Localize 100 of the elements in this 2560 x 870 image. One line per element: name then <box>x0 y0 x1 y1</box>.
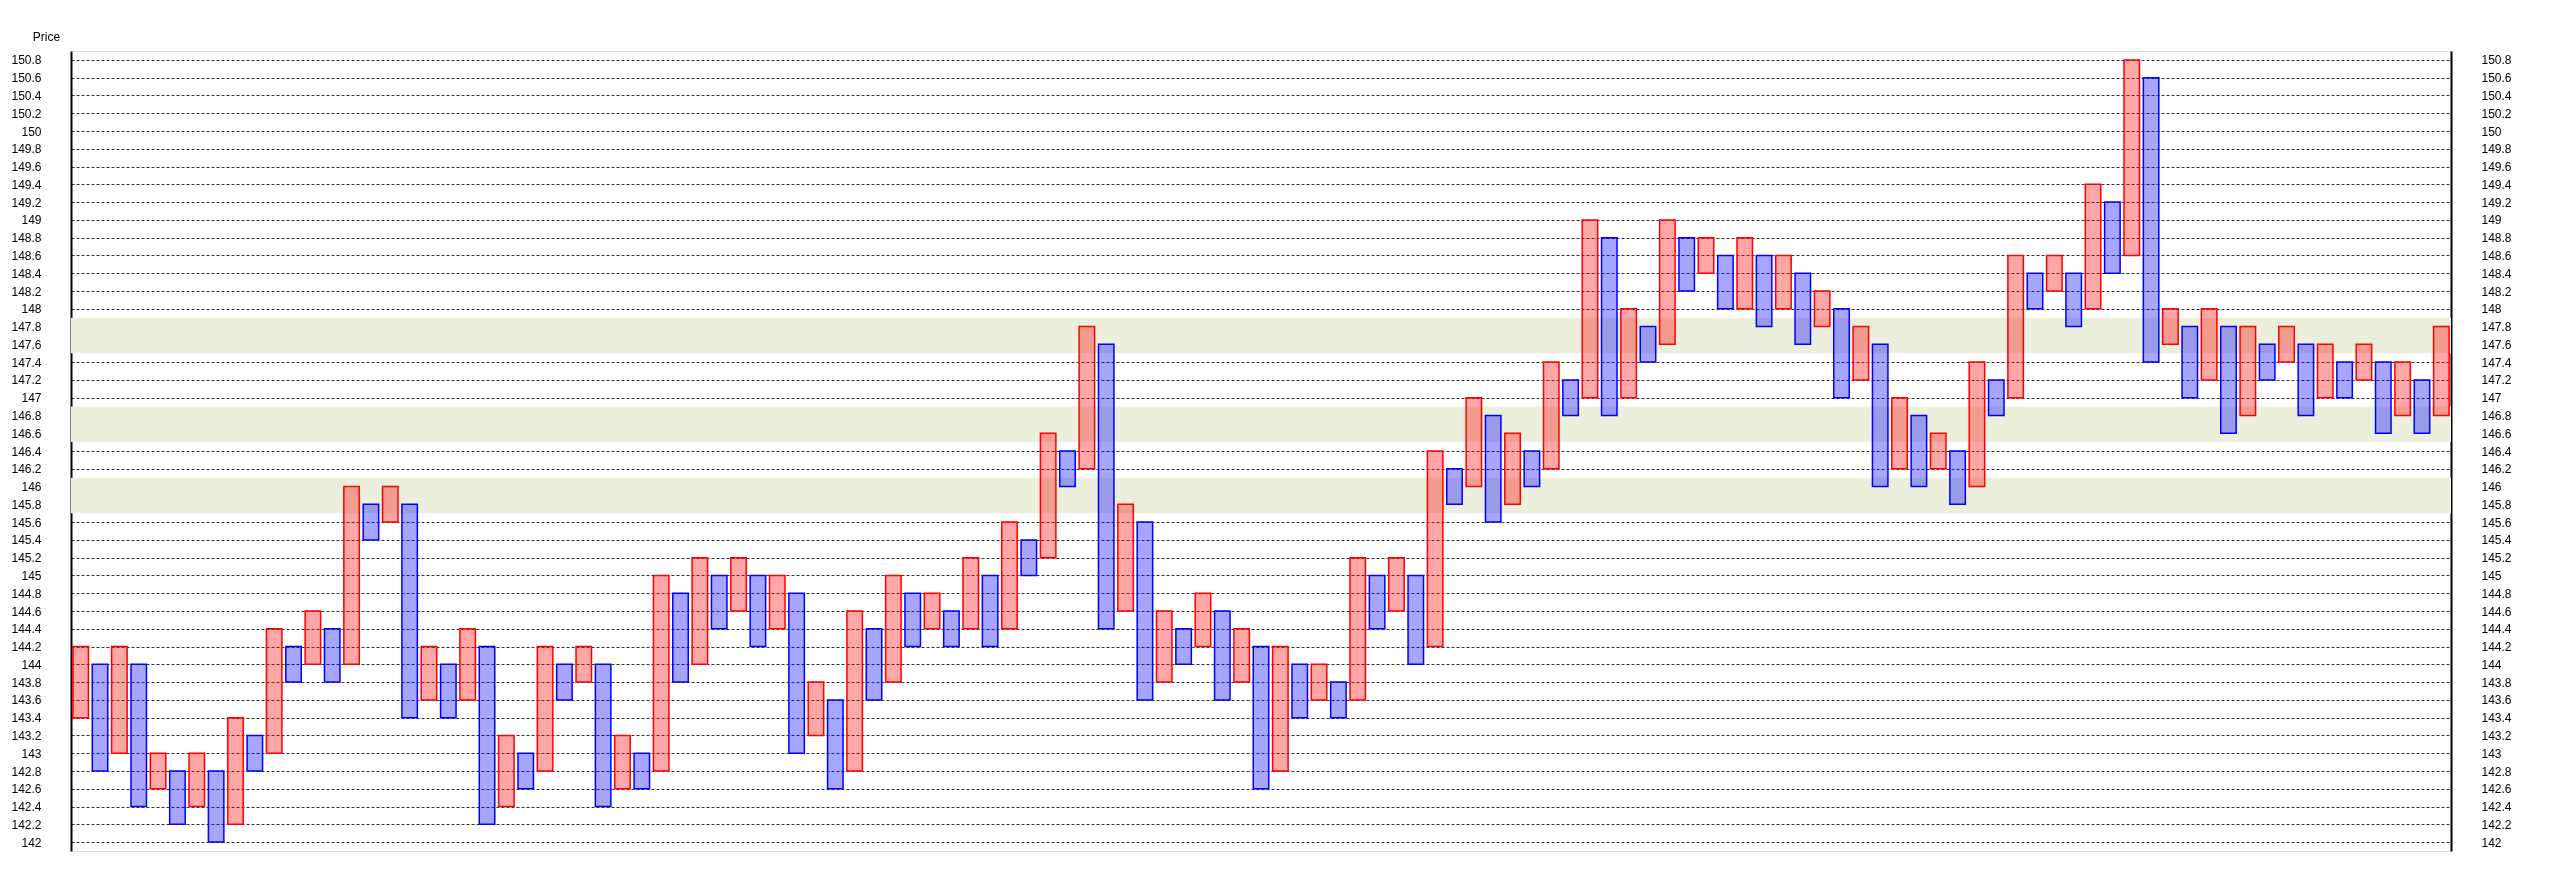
y-tick-label: 149.4 <box>11 177 42 192</box>
bar <box>1910 414 1928 488</box>
bar <box>1136 521 1154 701</box>
bar <box>1175 628 1193 666</box>
bar <box>2394 361 2412 417</box>
y-tick-label: 145.8 <box>11 497 42 512</box>
y2-tick-label: 150.4 <box>2481 88 2512 103</box>
y2-tick-label: 149.6 <box>2481 160 2512 175</box>
bar <box>555 663 573 701</box>
bar <box>343 485 361 666</box>
y2-tick-label: 149.4 <box>2481 177 2512 192</box>
bar <box>884 574 902 683</box>
bar <box>1968 361 1986 488</box>
bar <box>1542 361 1560 470</box>
bar <box>2123 59 2141 257</box>
bar <box>1833 308 1850 399</box>
y2-tick-label: 145 <box>2481 568 2502 583</box>
bar <box>323 628 341 683</box>
bar <box>1581 219 1599 399</box>
bar <box>2297 343 2315 417</box>
y2-tick-label: 146.4 <box>2481 444 2512 459</box>
bar <box>478 645 496 826</box>
bar <box>1600 236 1618 417</box>
bar <box>130 663 148 808</box>
y-tick-label: 150.2 <box>11 106 42 121</box>
bar <box>652 574 670 772</box>
y-tick-label: 142.4 <box>11 800 42 815</box>
bar <box>439 663 457 719</box>
y2-tick-label: 145.8 <box>2481 497 2512 512</box>
bar <box>2239 325 2257 417</box>
bar <box>1774 254 1792 310</box>
bar <box>2200 308 2218 381</box>
bar <box>265 628 283 754</box>
y-tick-label: 150.8 <box>11 53 42 68</box>
bar <box>1233 628 1251 683</box>
bar <box>981 574 999 648</box>
bar <box>923 592 941 630</box>
y2-tick-label: 145.6 <box>2481 515 2512 530</box>
y-tick-label: 144.4 <box>11 622 42 637</box>
y2-tick-label: 142.4 <box>2481 800 2512 815</box>
bar <box>362 503 380 541</box>
bar <box>788 592 806 754</box>
y-tick-label: 148.4 <box>11 266 42 281</box>
bar <box>304 610 322 666</box>
bar <box>149 752 167 790</box>
y-tick-label: 145.4 <box>11 533 42 548</box>
y-tick-label: 147.2 <box>11 373 42 388</box>
y-tick-label: 146 <box>21 480 42 495</box>
bar <box>2142 76 2160 363</box>
y2-tick-label: 148.4 <box>2481 266 2512 281</box>
bar <box>1658 219 1676 346</box>
y2-tick-label: 149.8 <box>2481 142 2512 157</box>
bar <box>72 645 90 719</box>
bar <box>826 699 844 790</box>
y-tick-label: 145.2 <box>11 551 42 566</box>
bar <box>517 752 535 790</box>
bar <box>1678 236 1696 292</box>
y-tick-label: 144.2 <box>11 640 42 655</box>
bar <box>1117 503 1135 612</box>
bar <box>226 716 244 826</box>
y2-tick-label: 150 <box>2481 124 2502 139</box>
bar <box>1020 539 1038 577</box>
bar <box>110 645 128 754</box>
bar <box>691 556 709 666</box>
bar <box>1368 574 1386 630</box>
y-tick-label: 149.2 <box>11 195 42 210</box>
bar <box>2278 325 2296 363</box>
y-tick-label: 149.6 <box>11 160 42 175</box>
bar <box>865 628 883 701</box>
bar <box>1329 681 1347 719</box>
y2-tick-label: 144 <box>2481 657 2502 672</box>
bar <box>749 574 767 648</box>
bar <box>497 734 515 808</box>
bar <box>1484 414 1502 523</box>
bar <box>1562 379 1580 417</box>
bar <box>2316 343 2334 399</box>
y2-tick-label: 149.2 <box>2481 195 2512 210</box>
bar <box>1387 556 1405 612</box>
y2-tick-label: 144.4 <box>2481 622 2512 637</box>
y2-tick-label: 150.6 <box>2481 71 2512 86</box>
y-tick-label: 142 <box>21 835 42 850</box>
y-tick-label: 144 <box>21 657 42 672</box>
bar <box>1949 450 1967 506</box>
y-tick-label: 148.8 <box>11 231 42 246</box>
y-tick-label: 150.4 <box>11 88 42 103</box>
bar <box>962 556 980 630</box>
bar <box>246 734 264 772</box>
bar <box>2336 361 2354 399</box>
y-tick-label: 143 <box>21 746 42 761</box>
y2-tick-label: 142.8 <box>2481 764 2512 779</box>
y-tick-label: 144.8 <box>11 586 42 601</box>
bar <box>2026 272 2044 310</box>
y-axis-title: Price <box>32 29 61 44</box>
bar <box>710 574 728 630</box>
y2-tick-label: 147.2 <box>2481 373 2512 388</box>
y-tick-label: 142.6 <box>11 782 42 797</box>
bar <box>1310 663 1328 701</box>
bar <box>536 645 554 772</box>
y2-tick-label: 144.8 <box>2481 586 2512 601</box>
y-tick-label: 149.8 <box>11 142 42 157</box>
